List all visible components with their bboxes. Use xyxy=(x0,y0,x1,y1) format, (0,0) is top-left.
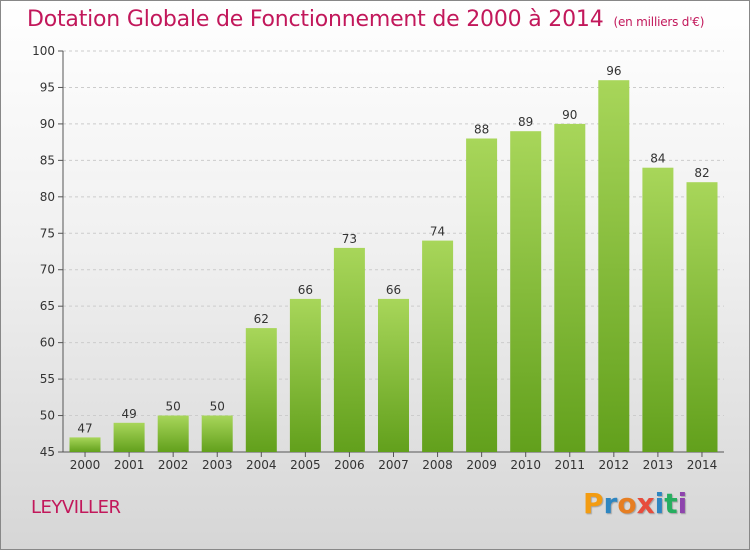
value-label-2006: 73 xyxy=(342,232,357,246)
y-tick-label-70: 70 xyxy=(40,263,55,277)
x-tick-label-2014: 2014 xyxy=(687,458,718,472)
value-label-2012: 96 xyxy=(606,64,621,78)
bar-2004 xyxy=(245,328,277,452)
value-label-2001: 49 xyxy=(121,407,136,421)
value-label-2000: 47 xyxy=(77,421,92,435)
y-tick-label-75: 75 xyxy=(40,226,55,240)
bar-2009 xyxy=(466,138,498,452)
y-tick-label-55: 55 xyxy=(40,372,55,386)
bar-2001 xyxy=(113,422,145,452)
chart-title: Dotation Globale de Fonctionnement de 20… xyxy=(27,7,704,32)
value-label-2009: 88 xyxy=(474,122,489,136)
value-label-2008: 74 xyxy=(430,225,445,239)
x-tick-label-2000: 2000 xyxy=(70,458,101,472)
logo-letter: P xyxy=(583,487,604,520)
logo-letter: t xyxy=(664,487,678,520)
x-tick-label-2005: 2005 xyxy=(290,458,321,472)
x-tick-label-2006: 2006 xyxy=(334,458,365,472)
value-label-2004: 62 xyxy=(254,312,269,326)
labels: 45 50 55 60 65 70 75 80 85 90 95 100 47 2000 49 2001 50 2… xyxy=(32,44,717,472)
y-tick-label-90: 90 xyxy=(40,117,55,131)
bar-2006 xyxy=(333,247,365,452)
x-tick-label-2004: 2004 xyxy=(246,458,277,472)
y-tick-label-95: 95 xyxy=(40,80,55,94)
y-tick-label-50: 50 xyxy=(40,409,55,423)
bar-2007 xyxy=(378,298,409,452)
logo-letter: i xyxy=(677,487,688,520)
x-tick-label-2011: 2011 xyxy=(554,458,585,472)
x-tick-label-2007: 2007 xyxy=(378,458,409,472)
logo-letter: o xyxy=(617,487,637,520)
y-tick-label-45: 45 xyxy=(40,445,55,459)
value-label-2013: 84 xyxy=(650,152,665,166)
x-tick-label-2010: 2010 xyxy=(510,458,541,472)
x-tick-label-2013: 2013 xyxy=(643,458,674,472)
value-label-2003: 50 xyxy=(210,400,225,414)
chart-title-text: Dotation Globale de Fonctionnement de 20… xyxy=(27,7,604,32)
bar-2014 xyxy=(686,182,718,452)
x-tick-label-2003: 2003 xyxy=(202,458,233,472)
x-tick-label-2002: 2002 xyxy=(158,458,189,472)
y-tick-label-80: 80 xyxy=(40,190,55,204)
y-tick-label-100: 100 xyxy=(32,44,55,58)
bar-2003 xyxy=(201,415,233,452)
bar-2008 xyxy=(422,240,454,452)
value-label-2005: 66 xyxy=(298,283,313,297)
bar-2013 xyxy=(642,167,674,452)
bar-2012 xyxy=(598,80,630,452)
place-name: LEYVILLER xyxy=(31,497,121,518)
value-label-2011: 90 xyxy=(562,108,577,122)
chart-subtitle: (en milliers d'€) xyxy=(613,15,705,29)
value-label-2007: 66 xyxy=(386,283,401,297)
bar-2011 xyxy=(554,123,586,453)
bars xyxy=(69,80,718,453)
bar-2005 xyxy=(289,298,321,452)
bar-2002 xyxy=(157,415,189,452)
y-tick-label-60: 60 xyxy=(40,336,55,350)
x-tick-label-2009: 2009 xyxy=(466,458,497,472)
x-tick-label-2008: 2008 xyxy=(422,458,453,472)
bar-2010 xyxy=(510,131,542,452)
x-tick-label-2001: 2001 xyxy=(114,458,145,472)
y-tick-label-65: 65 xyxy=(40,299,55,313)
value-label-2014: 82 xyxy=(694,166,709,180)
y-tick-label-85: 85 xyxy=(40,153,55,167)
value-label-2002: 50 xyxy=(166,400,181,414)
x-tick-label-2012: 2012 xyxy=(599,458,630,472)
value-label-2010: 89 xyxy=(518,115,533,129)
logo-letter: x xyxy=(636,487,655,520)
proxiti-logo[interactable]: Proxiti xyxy=(583,487,687,520)
logo-letter: r xyxy=(603,487,618,520)
bar-2000 xyxy=(69,437,101,452)
logo-letter: i xyxy=(654,487,665,520)
